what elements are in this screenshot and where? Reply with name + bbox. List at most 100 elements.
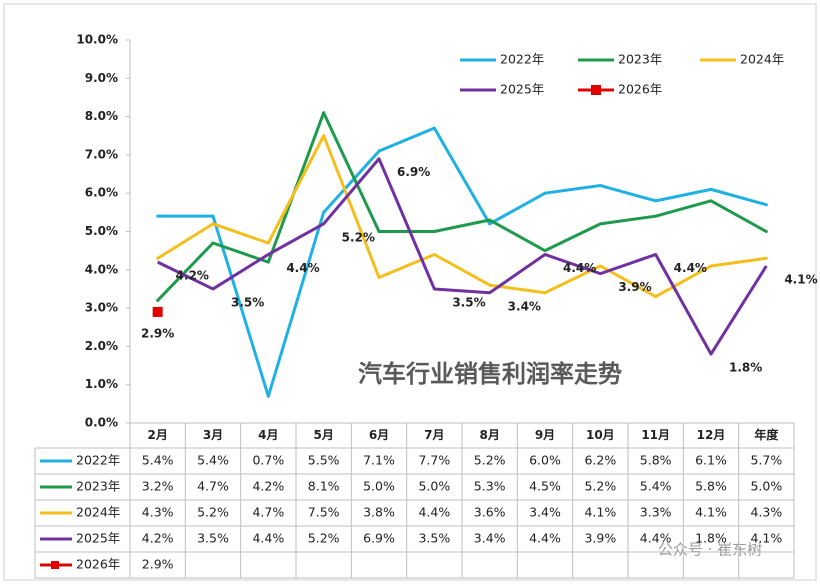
table-cell: 4.1% [750, 531, 782, 546]
table-cell: 7.1% [363, 453, 395, 468]
y-tick-label: 9.0% [85, 71, 118, 85]
point [156, 214, 160, 218]
table-cell: 5.4% [640, 479, 672, 494]
table-cell: 3.5% [418, 531, 450, 546]
data-label: 2.9% [141, 326, 174, 340]
table-cell: 6.9% [363, 531, 395, 546]
table-cell: 3.3% [640, 505, 672, 520]
y-tick-label: 8.0% [85, 109, 118, 123]
point [322, 210, 326, 214]
table-cell: 0.7% [252, 453, 284, 468]
table-cell: 5.4% [197, 453, 229, 468]
point [709, 264, 713, 268]
y-tick-label: 1.0% [85, 377, 118, 391]
point [764, 230, 768, 233]
point [543, 249, 547, 253]
table-cell: 4.7% [197, 479, 229, 494]
legend-label[interactable]: 2024年 [740, 52, 784, 67]
table-cell: 5.8% [640, 453, 672, 468]
table-cell: 2.9% [142, 557, 174, 572]
table-cell: 4.1% [584, 505, 616, 520]
table-cell: 3.6% [474, 505, 506, 520]
data-label: 3.5% [231, 295, 264, 309]
point [543, 291, 547, 295]
legend-label[interactable]: 2025年 [500, 82, 544, 97]
table-cell: 7.5% [308, 505, 340, 520]
x-tick-label: 年度 [754, 427, 779, 442]
table-cell: 5.2% [197, 505, 229, 520]
point [764, 256, 768, 260]
table-row-label: 2022年 [76, 453, 120, 468]
data-label: 1.8% [729, 361, 762, 375]
y-tick-label: 3.0% [85, 301, 118, 315]
table-cell: 4.3% [142, 505, 174, 520]
x-tick-label: 7月 [424, 428, 444, 442]
x-tick-label: 3月 [203, 428, 223, 442]
point [654, 199, 658, 203]
point [488, 222, 492, 226]
table-cell: 5.2% [308, 531, 340, 546]
point [211, 222, 215, 226]
point [432, 230, 436, 233]
table-cell: 3.9% [584, 531, 616, 546]
table-cell: 4.5% [529, 479, 561, 494]
x-tick-label: 8月 [479, 428, 499, 442]
point [598, 184, 602, 188]
data-label: 4.2% [176, 269, 209, 283]
legend-label[interactable]: 2023年 [618, 52, 662, 67]
point [598, 264, 602, 268]
y-tick-label: 10.0% [76, 33, 118, 47]
point [488, 218, 492, 222]
point [432, 126, 436, 130]
point [322, 111, 326, 115]
point [266, 394, 270, 398]
y-tick-label: 7.0% [85, 147, 118, 161]
x-tick-label: 2月 [147, 428, 167, 442]
point [266, 260, 270, 264]
point [266, 241, 270, 245]
table-cell: 3.5% [197, 531, 229, 546]
table-cell: 4.4% [418, 505, 450, 520]
point [377, 149, 381, 153]
data-label: 3.5% [452, 295, 485, 309]
point [211, 241, 215, 245]
point [709, 187, 713, 191]
chart-frame [3, 3, 817, 581]
point [377, 230, 381, 233]
table-cell: 4.4% [640, 531, 672, 546]
table-cell: 5.3% [474, 479, 506, 494]
series-line [156, 134, 767, 299]
point [709, 199, 713, 203]
table-cell: 5.2% [474, 453, 506, 468]
table-cell: 4.2% [252, 479, 284, 494]
point [432, 252, 436, 256]
table-legend-marker [51, 561, 59, 569]
table-cell: 5.5% [308, 453, 340, 468]
x-tick-label: 6月 [369, 428, 389, 442]
legend-label[interactable]: 2026年 [618, 82, 662, 97]
table-cell: 5.8% [695, 479, 727, 494]
x-tick-label: 5月 [313, 428, 333, 442]
y-tick-label: 6.0% [85, 186, 118, 200]
y-tick-label: 5.0% [85, 224, 118, 238]
y-tick-label: 4.0% [85, 262, 118, 276]
point [322, 134, 326, 138]
x-tick-label: 4月 [258, 428, 278, 442]
table-cell: 8.1% [308, 479, 340, 494]
point [156, 256, 160, 260]
legend-label[interactable]: 2022年 [500, 52, 544, 67]
table-row-label: 2026年 [76, 557, 120, 572]
table-row-label: 2023年 [76, 479, 120, 494]
y-tick-label: 0.0% [85, 416, 118, 430]
point [543, 191, 547, 195]
table-cell: 7.7% [418, 453, 450, 468]
table-cell: 6.2% [584, 453, 616, 468]
point [156, 298, 160, 302]
table-cell: 4.4% [252, 531, 284, 546]
series-line [157, 126, 767, 398]
point [598, 222, 602, 226]
table-cell: 3.8% [363, 505, 395, 520]
point [488, 283, 492, 287]
table-cell: 5.0% [363, 479, 395, 494]
